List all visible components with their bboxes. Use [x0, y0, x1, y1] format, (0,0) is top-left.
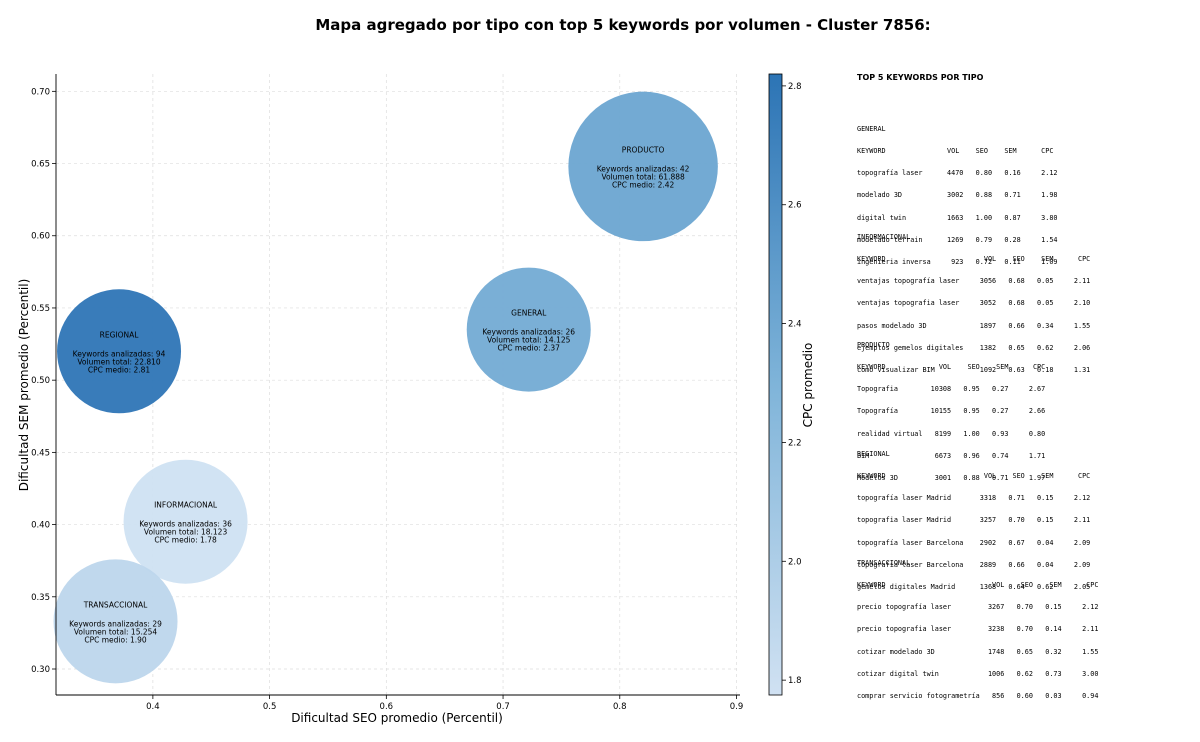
keywords-block-informacional: INFORMACIONAL KEYWORD VOL SEO SEM CPC ve…	[857, 219, 1090, 382]
x-axis-label: Dificultad SEO promedio (Percentil)	[291, 711, 503, 725]
bubble-transaccional: TRANSACCIONAL Keywords analizadas: 29Volu…	[53, 559, 178, 684]
top-keywords-title: TOP 5 KEYWORDS POR TIPO	[857, 73, 984, 82]
keywords-header: KEYWORD VOL SEO SEM CPC	[857, 147, 1054, 156]
bubble-label: GENERAL	[511, 309, 547, 318]
keyword-row: topografía laser 4470 0.80 0.16 2.12	[857, 169, 1058, 178]
y-tick-label: 0.55	[31, 304, 50, 314]
bubble-stat: Volumen total: 14.125	[487, 336, 571, 345]
keyword-row: Topografía 10155 0.95 0.27 2.66	[857, 407, 1046, 416]
bubble-stat: Keywords analizadas: 29	[69, 619, 162, 628]
keyword-row: comprar servicio fotogrametría 856 0.60 …	[857, 692, 1099, 701]
bubble-stat: Volumen total: 15.254	[74, 627, 158, 636]
bubble-stat: CPC medio: 2.37	[498, 344, 561, 353]
bubble-stat: Keywords analizadas: 42	[597, 164, 690, 173]
y-tick-label: 0.65	[31, 160, 50, 170]
bubble-circle	[466, 267, 591, 392]
bubble-label: TRANSACCIONAL	[83, 600, 148, 609]
bubble-circle	[53, 559, 178, 684]
keyword-row: topografia laser Madrid 3257 0.70 0.15 2…	[857, 516, 1091, 525]
keywords-header: KEYWORD VOL SEO SEM CPC	[857, 581, 1099, 590]
bubble-stat: Keywords analizadas: 36	[139, 520, 232, 529]
keyword-row: como visualizar BIM 1092 0.63 0.18 1.31	[857, 366, 1091, 375]
bubble-stat: Volumen total: 18.123	[144, 528, 228, 537]
keyword-row: realidad virtual 8199 1.00 0.93 0.80	[857, 429, 1046, 438]
keyword-row: ventajas topografia laser 3052 0.68 0.05…	[857, 299, 1091, 308]
keywords-header: KEYWORD VOL SEO SEM CPC	[857, 363, 1046, 372]
keyword-row: ingenieria inversa 923 0.72 0.11 1.09	[857, 258, 1058, 267]
bubble-stat: CPC medio: 2.42	[612, 180, 675, 189]
y-tick-label: 0.30	[31, 665, 50, 675]
y-tick-label: 0.45	[31, 448, 50, 458]
keyword-row: Topografia 10308 0.95 0.27 2.67	[857, 385, 1046, 394]
keyword-row: modelado 3D 3002 0.88 0.71 1.98	[857, 191, 1058, 200]
bubble-label: INFORMACIONAL	[154, 501, 218, 510]
bubble-circle	[568, 91, 718, 242]
bubble-stat: Keywords analizadas: 94	[73, 349, 166, 358]
keyword-row: topografía laser Barcelona 2902 0.67 0.0…	[857, 538, 1091, 547]
bubble-stat: Volumen total: 22.810	[77, 357, 161, 366]
bubble-stat: CPC medio: 1.90	[84, 635, 147, 644]
y-tick-label: 0.50	[31, 376, 50, 386]
keywords-block-producto: PRODUCTO KEYWORD VOL SEO SEM CPC Topogra…	[857, 327, 1045, 490]
keywords-block-general: GENERAL KEYWORD VOL SEO SEM CPC topograf…	[857, 111, 1058, 274]
bubble-stat: Volumen total: 61.888	[601, 172, 685, 181]
x-tick-label: 0.7	[496, 702, 510, 712]
keyword-row: pasos modelado 3D 1897 0.66 0.34 1.55	[857, 321, 1091, 330]
keyword-row: Modelos 3D 3001 0.88 0.71 1.97	[857, 474, 1046, 483]
bubble-label: PRODUCTO	[622, 145, 665, 154]
bubble-stat: CPC medio: 2.81	[88, 365, 151, 374]
keyword-row: cotizar digital twin 1006 0.62 0.73 3.00	[857, 669, 1099, 678]
x-tick-label: 0.4	[146, 702, 160, 712]
y-tick-label: 0.35	[31, 593, 50, 603]
keywords-block-type: REGIONAL	[857, 449, 890, 458]
keywords-header: KEYWORD VOL SEO SEM CPC	[857, 472, 1091, 481]
y-axis-label: Dificultad SEM promedio (Percentil)	[17, 279, 31, 492]
keyword-row: digital twin 1663 1.00 0.87 3.80	[857, 213, 1058, 222]
bubble-label: REGIONAL	[100, 330, 140, 339]
bubble-stat: Keywords analizadas: 26	[482, 328, 575, 337]
x-tick-label: 0.6	[380, 702, 394, 712]
keywords-block-type: TRANSACCIONAL	[857, 558, 911, 567]
keyword-row: precio topografía laser 3267 0.70 0.15 2…	[857, 603, 1099, 612]
keywords-header: KEYWORD VOL SEO SEM CPC	[857, 255, 1091, 264]
y-tick-label: 0.40	[31, 521, 50, 531]
y-tick-label: 0.60	[31, 232, 50, 242]
keyword-row: gemelos digitales Madrid 1368 0.64 0.62 …	[857, 583, 1091, 592]
keywords-block-type: GENERAL	[857, 124, 886, 133]
x-tick-label: 0.8	[613, 702, 627, 712]
keywords-block-transaccional: TRANSACCIONAL KEYWORD VOL SEO SEM CPC pr…	[857, 545, 1098, 708]
keyword-row: topografia laser Barcelona 2889 0.66 0.0…	[857, 560, 1091, 569]
keywords-block-type: INFORMACIONAL	[857, 232, 911, 241]
keyword-row: ejemplos gemelos digitales 1382 0.65 0.6…	[857, 343, 1091, 352]
keyword-row: precio topografia laser 3238 0.70 0.14 2…	[857, 625, 1099, 634]
axes: 0.4 0.5 0.6 0.7 0.8 0.9 0.30 0.35 0.40 0.45 0.50 0.…	[31, 74, 743, 712]
keyword-row: ventajas topografía laser 3056 0.68 0.05…	[857, 277, 1091, 286]
x-tick-label: 0.5	[263, 702, 277, 712]
keyword-row: topografía laser Madrid 3318 0.71 0.15 2…	[857, 494, 1091, 503]
chart-title: Mapa agregado por tipo con top 5 keyword…	[315, 16, 931, 34]
keyword-row: cotizar modelado 3D 1748 0.65 0.32 1.55	[857, 647, 1099, 656]
keyword-row: BIM 6673 0.96 0.74 1.71	[857, 451, 1046, 460]
keywords-block-type: PRODUCTO	[857, 340, 890, 349]
bubble-informacional: INFORMACIONAL Keywords analizadas: 36Volu…	[123, 459, 248, 584]
keywords-block-regional: REGIONAL KEYWORD VOL SEO SEM CPC topogra…	[857, 436, 1090, 599]
bubble-circle	[123, 459, 248, 584]
x-tick-label: 0.9	[730, 702, 744, 712]
bubble-circle	[57, 289, 182, 414]
y-tick-label: 0.70	[31, 87, 50, 97]
bubble-stat: CPC medio: 1.78	[154, 536, 217, 545]
keyword-row: modelado terrain 1269 0.79 0.28 1.54	[857, 235, 1058, 244]
